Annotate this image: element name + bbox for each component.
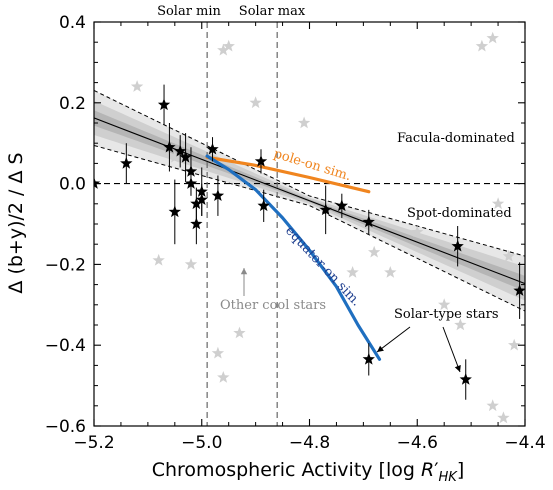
- black-star-point: [163, 140, 176, 153]
- black-star-point: [451, 239, 464, 252]
- axis-ticks: −5.2 −5.0 −4.8 −4.6 −4.4 −0.6 −0.4 −0.2 0.0 0.2 0.…: [45, 13, 546, 453]
- x-tick-label: −4.6: [397, 433, 438, 453]
- black-star-point: [362, 352, 375, 365]
- black-star-point: [179, 150, 192, 163]
- arrow-solar-type-right: [442, 326, 461, 373]
- gray-star-point: [368, 245, 381, 258]
- black-star-point: [211, 189, 225, 201]
- annotation-facula: Facula-dominated: [397, 131, 515, 146]
- black-star-point: [362, 215, 375, 228]
- black-star-point: [195, 185, 208, 197]
- arrow-solar-type-left-head: [377, 345, 384, 352]
- black-star-point: [206, 142, 219, 155]
- curve-equator-on: [205, 154, 382, 361]
- black-star-point: [257, 199, 270, 212]
- gray-star-point: [486, 31, 499, 44]
- y-tick-label: 0.4: [59, 13, 86, 33]
- gray-star-point: [384, 266, 397, 278]
- gray-star-point: [486, 399, 499, 412]
- curve-pole-on: [205, 155, 371, 194]
- gray-star-point: [217, 43, 230, 56]
- black-star-point: [94, 177, 101, 189]
- x-tick-label: −5.2: [73, 433, 114, 453]
- annotation-spot: Spot-dominated: [407, 206, 512, 221]
- arrow-solar-type-left-shaft: [376, 326, 411, 353]
- gray-star-point: [222, 39, 235, 52]
- y-tick-label: −0.6: [45, 417, 86, 437]
- black-star-point: [513, 284, 525, 296]
- arrow-solar-type-right-shaft: [442, 326, 461, 373]
- black-star-point: [254, 154, 268, 167]
- gray-star-point: [502, 249, 515, 262]
- y-tick-label: 0.2: [59, 94, 86, 114]
- vline-label-solar-min: Solar min: [157, 4, 221, 19]
- arrow-other-stars-head: [240, 268, 248, 275]
- black-star-point: [335, 199, 348, 212]
- plot-area: [94, 22, 525, 426]
- vline-label-solar-max: Solar max: [239, 4, 306, 19]
- x-tick-label: −4.8: [289, 433, 330, 453]
- gray-star-point: [491, 197, 505, 210]
- x-tick-label: −4.4: [504, 433, 545, 453]
- black-star-point: [168, 205, 181, 218]
- confidence-bound-upper: [94, 90, 525, 257]
- gray-star-point: [184, 257, 198, 270]
- black-star-point: [120, 156, 133, 169]
- gray-star-point: [211, 346, 225, 359]
- gray-star-point: [297, 116, 311, 129]
- gray-star-point: [508, 338, 521, 351]
- gray-star-point: [411, 225, 424, 238]
- gray-star-point: [438, 298, 451, 311]
- gray-star-point: [233, 326, 246, 339]
- black-star-point: [174, 144, 187, 157]
- black-star-point: [319, 203, 332, 216]
- x-axis-label: Chromospheric Activity [log R′HK]: [152, 459, 465, 485]
- y-tick-label: 0.0: [59, 175, 86, 195]
- gray-star-point: [497, 411, 510, 424]
- gray-star-point: [454, 318, 467, 331]
- arrow-solar-type-right-head: [454, 365, 461, 372]
- arrow-solar-type-left: [376, 326, 411, 353]
- gray-star-point: [217, 371, 230, 383]
- black-star-point: [190, 217, 203, 230]
- annotation-other: Other cool stars: [220, 298, 326, 313]
- gray-star-point: [168, 150, 181, 163]
- gray-star-point: [249, 96, 262, 109]
- arrow-other-stars: [240, 268, 248, 296]
- black-star-point: [157, 98, 171, 111]
- gray-star-point: [475, 39, 489, 52]
- x-tick-label: −5.0: [181, 433, 222, 453]
- y-axis-label: Δ (b+y)/2 / Δ S: [5, 152, 27, 293]
- black-star-point: [459, 373, 472, 385]
- gray-star-point: [130, 80, 144, 92]
- gray-star-point: [152, 253, 165, 266]
- black-star-point: [190, 197, 203, 210]
- curve-label-equator-on: equator-on sim.: [282, 223, 364, 309]
- gray-star-point: [346, 266, 359, 278]
- y-tick-label: −0.2: [45, 255, 86, 275]
- y-tick-label: −0.4: [45, 336, 86, 356]
- annotation-solar-type: Solar-type stars: [394, 307, 499, 322]
- black-star-point: [184, 165, 198, 177]
